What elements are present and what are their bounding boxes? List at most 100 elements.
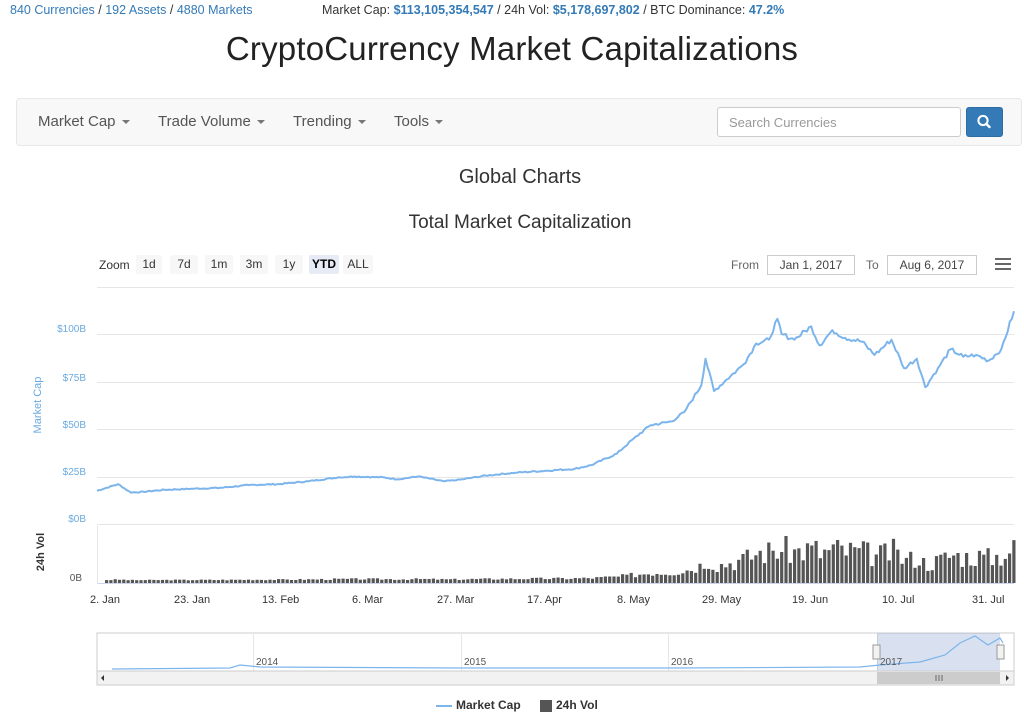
volume-bar — [393, 579, 397, 583]
legend-label: 24h Vol — [556, 698, 598, 712]
chart-title: Total Market Capitalization — [408, 212, 632, 233]
x-tick-label: 10. Jul — [882, 594, 915, 606]
volume-bar — [715, 572, 719, 583]
volume-bar — [492, 579, 496, 583]
volume-bar — [384, 579, 388, 583]
volume-bar — [973, 566, 977, 583]
volume-bar — [952, 555, 956, 583]
volume-bar — [212, 580, 216, 583]
nav-market-cap[interactable]: Market Cap — [38, 99, 130, 145]
volume-bar — [113, 579, 117, 583]
to-date-input[interactable]: Aug 6, 2017 — [887, 255, 977, 275]
volume-bar — [840, 545, 844, 583]
scroll-right-arrow-icon — [1006, 675, 1009, 681]
volume-bar — [281, 579, 285, 583]
volume-bar — [479, 578, 483, 583]
navbar: Market Cap Trade Volume Trending Tools — [16, 98, 1022, 146]
volume-bar — [294, 580, 298, 583]
volume-bar — [470, 578, 474, 583]
volume-bar — [358, 579, 362, 583]
currencies-link[interactable]: 840 Currencies — [10, 3, 95, 17]
zoom-3m-button[interactable]: 3m — [240, 255, 268, 274]
separator: / — [98, 3, 102, 17]
volume-bar — [685, 570, 689, 583]
volume-bar — [380, 579, 384, 583]
volume-bar — [1012, 540, 1016, 583]
volume-bar — [818, 558, 822, 583]
legend-item-market-cap[interactable]: Market Cap — [436, 698, 521, 712]
volume-bar — [655, 574, 659, 583]
volume-bar — [995, 554, 999, 583]
volume-bar — [277, 579, 281, 583]
volume-bar — [582, 577, 586, 583]
volume-bar — [926, 570, 930, 583]
zoom-1y-button[interactable]: 1y — [275, 255, 303, 274]
volume-bar — [956, 553, 960, 583]
zoom-1d-button[interactable]: 1d — [136, 255, 162, 274]
volume-bar — [539, 577, 543, 583]
navigator-tick-label: 2016 — [671, 657, 694, 668]
x-tick-label: 31. Jul — [972, 594, 1005, 606]
nav-tools[interactable]: Tools — [394, 99, 444, 145]
volume-bar — [328, 579, 332, 583]
volume-bar — [831, 544, 835, 583]
volume-bar — [143, 580, 147, 583]
search-button[interactable] — [966, 107, 1003, 137]
volume-bar — [1008, 553, 1012, 583]
volume-bar — [848, 542, 853, 583]
volume-bar — [569, 578, 573, 583]
volume-bar — [487, 578, 491, 583]
global-stats-bar: 840 Currencies / 192 Assets / 4880 Marke… — [0, 0, 1024, 20]
volume-bar — [603, 576, 607, 583]
search-input[interactable] — [717, 107, 961, 137]
volume-bar — [315, 579, 319, 583]
volume-bar — [827, 550, 831, 583]
from-date-input[interactable]: Jan 1, 2017 — [767, 255, 855, 275]
scroll-left-arrow-icon — [101, 675, 104, 681]
volume-bar — [410, 579, 414, 583]
volume-bar — [728, 563, 732, 583]
chart-menu-icon[interactable] — [995, 258, 1011, 272]
volume-bar — [436, 579, 440, 583]
nav-label: Market Cap — [38, 113, 116, 130]
volume-bar — [354, 578, 358, 583]
volume-bar — [324, 580, 328, 583]
volume-bar — [186, 580, 190, 583]
volume-bar — [264, 580, 268, 583]
page-title: CryptoCurrency Market Capitalizations — [225, 30, 799, 67]
legend-item-volume[interactable]: 24h Vol — [540, 698, 598, 712]
assets-link[interactable]: 192 Assets — [105, 3, 167, 17]
volume-bar — [195, 580, 199, 583]
volume-bar — [879, 545, 883, 583]
legend-line-icon — [436, 704, 452, 707]
volume-bar — [982, 554, 986, 583]
nav-label: Tools — [394, 113, 430, 130]
zoom-1m-button[interactable]: 1m — [205, 255, 233, 274]
volume-bar — [522, 579, 526, 583]
x-tick-label: 6. Mar — [352, 594, 384, 606]
markets-link[interactable]: 4880 Markets — [176, 3, 253, 17]
volume-bar — [535, 577, 539, 583]
volume-bar — [960, 566, 964, 583]
volume-bar — [780, 552, 784, 583]
volume-bar — [999, 565, 1003, 583]
zoom-7d-button[interactable]: 7d — [170, 255, 198, 274]
nav-trending[interactable]: Trending — [293, 99, 366, 145]
zoom-all-button[interactable]: ALL — [343, 255, 373, 274]
volume-bar — [517, 579, 521, 583]
volume-bar — [302, 579, 306, 583]
volume-bar — [784, 536, 788, 583]
zoom-ytd-button[interactable]: YTD — [309, 255, 339, 274]
volume-bar — [698, 563, 702, 583]
scrollbar-grip-icon — [935, 675, 943, 681]
volume-bar — [431, 578, 435, 583]
volume-bar — [578, 578, 582, 583]
volume-bar — [160, 579, 165, 583]
volume-label: 24h Vol: — [504, 3, 550, 17]
volume-bar — [423, 578, 427, 583]
volume-bar — [199, 579, 203, 583]
volume-bar — [320, 578, 324, 583]
volume-bar — [117, 579, 122, 583]
nav-trade-volume[interactable]: Trade Volume — [158, 99, 265, 145]
legend-square-icon — [540, 699, 552, 712]
